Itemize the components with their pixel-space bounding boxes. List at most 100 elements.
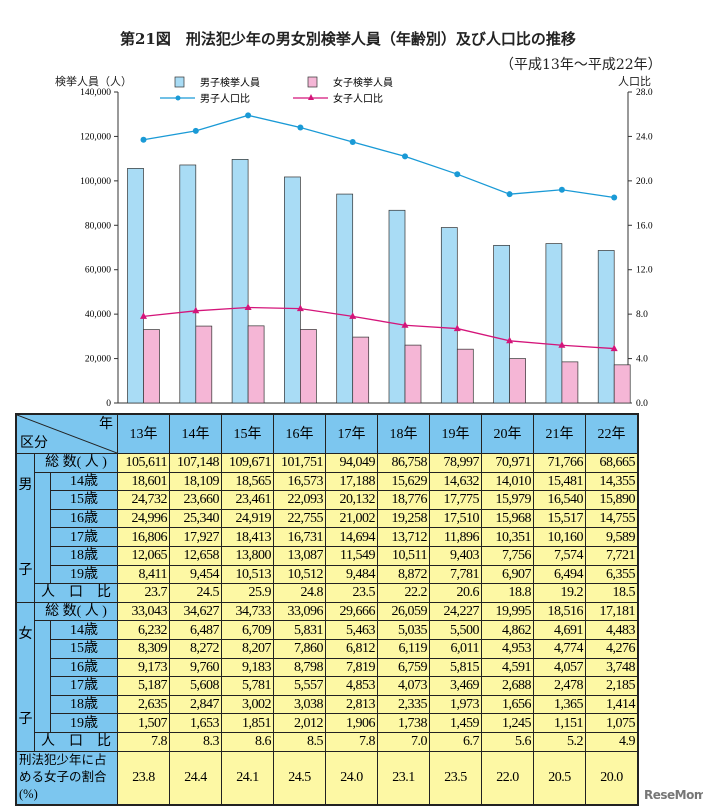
marker-male-ratio: [349, 138, 356, 145]
cell: 10,160: [533, 527, 586, 547]
y-right-tick-label: 8.0: [636, 310, 648, 320]
cell: 70,971: [481, 453, 534, 473]
cell: 94,049: [325, 453, 378, 473]
age-label: 14歳: [50, 620, 118, 640]
cell: 8.3: [169, 731, 222, 752]
cell: 25,340: [169, 508, 222, 529]
legend-female-bar: 女子検挙人員: [333, 76, 393, 89]
cell: 78,997: [429, 453, 482, 473]
cell: 11,549: [325, 545, 378, 566]
cell: 4,591: [481, 657, 534, 678]
table-row-female-total: 女子総 数( 人 ) 33,043 34,627 34,733 33,096 29,666…: [15, 601, 639, 752]
marker-female-ratio: [244, 303, 252, 310]
cell: 14,010: [481, 471, 534, 492]
cell: 9,173: [117, 657, 170, 678]
cell: 24,227: [429, 601, 482, 622]
cell: 15,481: [533, 471, 586, 492]
cell: 105,611: [117, 453, 170, 473]
marker-female-ratio: [296, 304, 304, 312]
y-right-tick-label: 4.0: [636, 355, 648, 365]
cell: 5,608: [169, 676, 222, 696]
marker-male-ratio: [558, 186, 565, 193]
cell: 24.5: [273, 750, 326, 805]
cell: 4,276: [585, 638, 639, 659]
cell: 4,057: [533, 657, 586, 678]
legend-male-line-marker: [175, 95, 181, 101]
cell: 23.8: [117, 750, 170, 805]
cell: 2,185: [585, 676, 639, 696]
table-row-male-age: 19歳 8,411 9,454 10,513 10,512 9,484 8,872 7,781…: [16, 564, 639, 585]
column-header: 14年: [169, 413, 222, 454]
cell: 7,721: [585, 545, 639, 566]
cell: 1,414: [585, 694, 639, 715]
legend-male-bar: 男子検挙人員: [200, 76, 260, 89]
cell: 9,454: [169, 564, 222, 585]
cell: 3,038: [273, 694, 326, 715]
cell: 14,632: [429, 471, 482, 492]
cell: 19,258: [377, 508, 430, 529]
marker-female-ratio: [192, 306, 200, 314]
cell: 34,733: [221, 601, 274, 622]
age-label: 16歳: [50, 657, 118, 678]
cell: 5,831: [273, 620, 326, 640]
cell: 9,183: [221, 657, 274, 678]
y-right-label: 人口比: [618, 75, 651, 88]
cell: 23.7: [117, 583, 170, 603]
cell: 19.2: [533, 583, 586, 603]
cell: 29,666: [325, 601, 378, 622]
cell: 10,351: [481, 527, 534, 547]
cell: 1,365: [533, 694, 586, 715]
cell: 5,815: [429, 657, 482, 678]
table-row-female-age: 14歳 6,232 6,487 6,709 5,831 5,463 5,035 5,500 4,…: [16, 620, 639, 733]
y-left-tick-label: 0: [106, 399, 111, 409]
cell: 9,589: [585, 527, 639, 547]
cell: 6,812: [325, 638, 378, 659]
cell: 16,573: [273, 471, 326, 492]
cell: 15,979: [481, 490, 534, 510]
cell: 20,132: [325, 490, 378, 510]
cell: 5,500: [429, 620, 482, 640]
cell: 8,411: [117, 564, 170, 585]
cell: 1,459: [429, 713, 482, 733]
cell: 71,766: [533, 453, 586, 473]
table-row-female-share: 刑法犯少年に占める女子の割合(%) 23.8 24.4 24.1 24.5 24.0 23.…: [15, 750, 639, 805]
cell: 22,755: [273, 508, 326, 529]
cell: 1,507: [117, 713, 170, 733]
cell: 7.8: [325, 731, 378, 752]
y-right-tick-label: 20.0: [636, 177, 653, 187]
cell: 6,119: [377, 638, 430, 659]
cell: 7.8: [117, 731, 170, 752]
y-left-tick-label: 100,000: [80, 177, 111, 187]
y-left-tick-label: 60,000: [85, 266, 111, 276]
cell: 22,093: [273, 490, 326, 510]
cell: 14,355: [585, 471, 639, 492]
age-label: 19歳: [50, 564, 118, 585]
y-left-label: 検挙人員（人）: [55, 75, 132, 88]
cell: 23.5: [429, 750, 482, 805]
bar-female: [404, 344, 422, 404]
table-row-male-age: 14歳 18,601 18,109 18,565 16,573 17,188 15,629 1…: [16, 471, 639, 585]
column-header: 13年: [117, 413, 170, 454]
legend-male-ratio: 男子人口比: [200, 93, 250, 105]
cell: 5.2: [533, 731, 586, 752]
cell: 11,896: [429, 527, 482, 547]
bar-male: [231, 159, 249, 404]
cell: 1,151: [533, 713, 586, 733]
cell: 68,665: [585, 453, 639, 473]
cell: 18,565: [221, 471, 274, 492]
cell: 20.0: [585, 750, 639, 805]
table-row-female-age: 16歳 9,173 9,760 9,183 8,798 7,819 6,759 5,815 4,…: [16, 657, 639, 678]
cell: 12,658: [169, 545, 222, 566]
cell: 16,540: [533, 490, 586, 510]
cell: 18,601: [117, 471, 170, 492]
bar-male: [127, 168, 144, 404]
marker-female-ratio: [453, 324, 461, 332]
cell: 15,890: [585, 490, 639, 510]
cell: 4.9: [585, 731, 639, 752]
cell: 23,660: [169, 490, 222, 510]
bar-female: [300, 329, 317, 404]
cell: 8,207: [221, 638, 274, 659]
legend-male-bar-swatch: [174, 76, 185, 88]
marker-male-ratio: [454, 171, 461, 178]
corner-cell: 年区分: [15, 413, 118, 454]
